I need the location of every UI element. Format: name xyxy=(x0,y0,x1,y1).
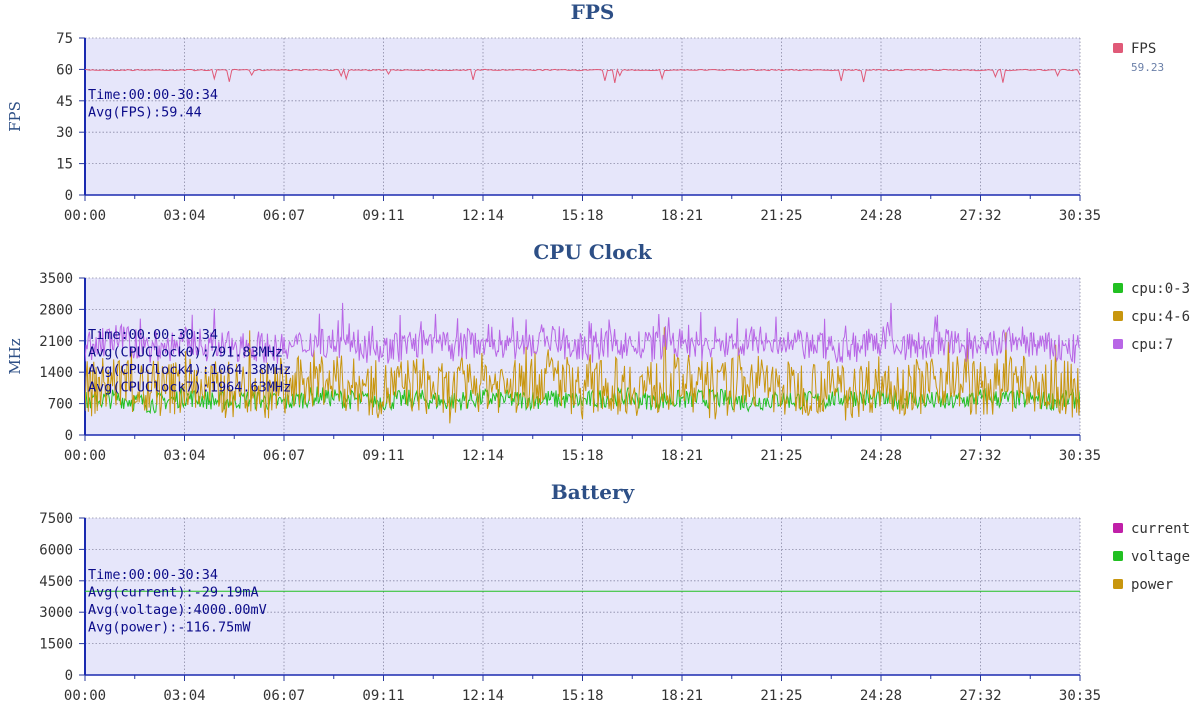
legend-label: cpu:4-6 xyxy=(1131,309,1190,325)
legend-label: current xyxy=(1131,521,1190,537)
x-tick-label: 18:21 xyxy=(661,208,703,224)
x-tick-label: 24:28 xyxy=(860,208,902,224)
x-tick-label: 30:35 xyxy=(1059,688,1101,704)
series-line-fps xyxy=(85,67,1080,83)
x-tick-label: 06:07 xyxy=(263,208,305,224)
y-tick-label: 1500 xyxy=(39,637,73,653)
x-tick-label: 09:11 xyxy=(362,688,404,704)
x-tick-label: 30:35 xyxy=(1059,208,1101,224)
y-axis-label: FPS xyxy=(6,101,24,132)
x-tick-label: 03:04 xyxy=(163,688,205,704)
x-tick-label: 21:25 xyxy=(760,448,802,464)
y-tick-label: 3500 xyxy=(39,271,73,287)
x-tick-label: 21:25 xyxy=(760,208,802,224)
stats-annotation: Avg(power):-116.75mW xyxy=(88,620,251,636)
x-tick-label: 06:07 xyxy=(263,688,305,704)
x-tick-label: 15:18 xyxy=(561,448,603,464)
stats-annotation: Avg(current):-29.19mA xyxy=(88,585,259,601)
legend-swatch xyxy=(1113,311,1123,321)
legend-label: cpu:0-3 xyxy=(1131,281,1190,297)
x-tick-label: 12:14 xyxy=(462,208,504,224)
x-tick-label: 03:04 xyxy=(163,208,205,224)
legend-label: cpu:7 xyxy=(1131,337,1173,353)
x-tick-label: 24:28 xyxy=(860,448,902,464)
y-tick-label: 75 xyxy=(56,31,73,47)
legend-swatch xyxy=(1113,579,1123,589)
chart-title: CPU Clock xyxy=(533,240,652,264)
x-tick-label: 18:21 xyxy=(661,448,703,464)
legend-swatch xyxy=(1113,43,1123,53)
y-tick-label: 15 xyxy=(56,157,73,173)
stats-annotation: Time:00:00-30:34 xyxy=(88,327,218,343)
y-tick-label: 2100 xyxy=(39,334,73,350)
x-tick-label: 15:18 xyxy=(561,688,603,704)
series-line-cpu-4-6 xyxy=(85,327,1080,424)
y-tick-label: 45 xyxy=(56,94,73,110)
x-tick-label: 12:14 xyxy=(462,688,504,704)
y-tick-label: 7500 xyxy=(39,511,73,527)
x-tick-label: 18:21 xyxy=(661,688,703,704)
stats-annotation: Avg(FPS):59.44 xyxy=(88,105,202,121)
stats-annotation: Avg(voltage):4000.00mV xyxy=(88,602,267,618)
legend-label: FPS xyxy=(1131,41,1156,57)
x-tick-label: 27:32 xyxy=(959,448,1001,464)
y-tick-label: 1400 xyxy=(39,365,73,381)
y-tick-label: 0 xyxy=(65,188,73,204)
legend-label: voltage xyxy=(1131,549,1190,565)
x-tick-label: 27:32 xyxy=(959,208,1001,224)
legend-swatch xyxy=(1113,283,1123,293)
legend-value: 59.23 xyxy=(1131,61,1164,74)
x-tick-label: 06:07 xyxy=(263,448,305,464)
x-tick-label: 03:04 xyxy=(163,448,205,464)
x-tick-label: 00:00 xyxy=(64,208,106,224)
chart-panel-0: FPS 0 15 30 45 60 75 00:00 03:04 06:07 09:11 12:14 1… xyxy=(6,0,1164,224)
y-tick-label: 6000 xyxy=(39,542,73,558)
y-axis-label: MHz xyxy=(6,338,24,374)
x-tick-label: 15:18 xyxy=(561,208,603,224)
x-tick-label: 12:14 xyxy=(462,448,504,464)
x-tick-label: 30:35 xyxy=(1059,448,1101,464)
x-tick-label: 00:00 xyxy=(64,688,106,704)
x-tick-label: 00:00 xyxy=(64,448,106,464)
legend-swatch xyxy=(1113,339,1123,349)
x-tick-label: 09:11 xyxy=(362,208,404,224)
chart-title: FPS xyxy=(571,0,615,24)
chart-panel-1: CPU Clock 0 700 1400 2100 2800 3500 00:00 03:04 0… xyxy=(6,240,1190,464)
y-tick-label: 4500 xyxy=(39,574,73,590)
legend-label: power xyxy=(1131,577,1173,593)
y-tick-label: 30 xyxy=(56,125,73,141)
y-tick-label: 700 xyxy=(48,397,73,413)
y-tick-label: 2800 xyxy=(39,302,73,318)
legend-swatch xyxy=(1113,551,1123,561)
x-tick-label: 24:28 xyxy=(860,688,902,704)
stats-annotation: Avg(CPUClock7):1964.63MHz xyxy=(88,380,291,396)
y-tick-label: 0 xyxy=(65,668,73,684)
stats-annotation: Time:00:00-30:34 xyxy=(88,567,218,583)
x-tick-label: 21:25 xyxy=(760,688,802,704)
stats-annotation: Avg(CPUClock4):1064.38MHz xyxy=(88,362,291,378)
y-tick-label: 60 xyxy=(56,62,73,78)
x-tick-label: 09:11 xyxy=(362,448,404,464)
y-tick-label: 3000 xyxy=(39,605,73,621)
stats-annotation: Avg(CPUClock0):791.83MHz xyxy=(88,345,283,361)
chart-panel-2: Battery 0 1500 3000 4500 6000 7500 00:00 03:04 06… xyxy=(39,480,1190,704)
x-tick-label: 27:32 xyxy=(959,688,1001,704)
legend-swatch xyxy=(1113,523,1123,533)
y-tick-label: 0 xyxy=(65,428,73,444)
chart-title: Battery xyxy=(551,480,636,504)
stats-annotation: Time:00:00-30:34 xyxy=(88,87,218,103)
series-line-cpu-7 xyxy=(85,302,1080,364)
